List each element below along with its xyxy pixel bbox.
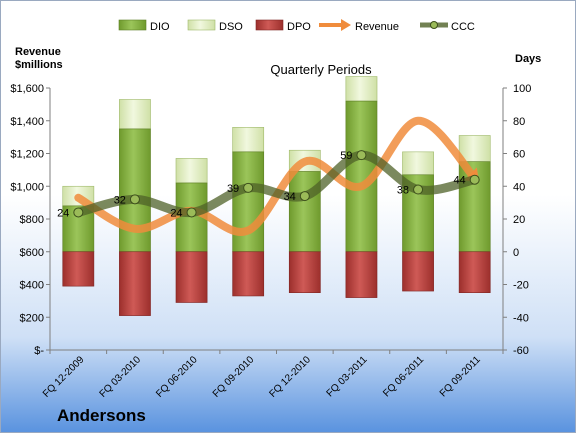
ccc-point	[413, 184, 424, 195]
ccc-data-label: 44	[453, 175, 465, 187]
x-tick-label: FQ 06-2011	[381, 354, 426, 399]
x-tick-label: FQ 03-2010	[98, 354, 144, 400]
x-tick-label: FQ 09-2010	[211, 354, 257, 400]
chart-title: Quarterly Periods	[270, 62, 372, 77]
bar-dso	[232, 127, 265, 153]
left-axis-label-line1: Revenue	[15, 46, 61, 58]
ccc-data-label: 24	[57, 207, 69, 219]
ccc-data-label: 34	[284, 191, 296, 203]
legend-label-ccc: CCC	[451, 21, 475, 33]
ccc-data-label: 24	[170, 207, 182, 219]
bar-dpo	[402, 251, 434, 292]
right-axis-label: Days	[515, 53, 541, 65]
ccc-point	[73, 207, 84, 218]
legend: DIO DSO DPO Revenue CCC	[118, 19, 475, 33]
legend-swatch-dpo	[255, 19, 284, 31]
bar-dpo	[232, 251, 265, 297]
ccc-line	[73, 150, 480, 217]
ccc-point	[299, 191, 310, 202]
x-tick-label: FQ 12-2009	[41, 354, 87, 400]
left-tick-label: $200	[20, 312, 44, 324]
right-tick-label: 60	[513, 149, 525, 161]
bar-dpo	[175, 251, 208, 303]
bar-dpo	[62, 251, 95, 287]
left-tick-label: $1,400	[10, 116, 44, 128]
ccc-point	[356, 150, 367, 161]
ccc-data-label: 32	[114, 194, 126, 206]
legend-swatch-dio	[118, 19, 147, 31]
legend-label-revenue: Revenue	[355, 21, 399, 33]
legend-label-dso: DSO	[219, 21, 243, 33]
bar-dio	[288, 171, 321, 253]
left-tick-label: $-	[34, 345, 44, 357]
left-tick-label: $1,200	[10, 149, 44, 161]
left-axis-label-line2: $millions	[15, 59, 63, 71]
x-tick-label: FQ 03-2011	[325, 354, 370, 399]
right-tick-label: -60	[513, 345, 529, 357]
left-tick-label: $800	[20, 214, 44, 226]
x-tick-label: FQ 06-2010	[154, 354, 200, 400]
ccc-point	[243, 182, 254, 193]
bar-dso	[458, 135, 491, 162]
bar-dpo	[345, 251, 378, 298]
ccc-point	[129, 194, 140, 205]
legend-label-dpo: DPO	[287, 21, 311, 33]
x-tick-label: FQ 09-2011	[438, 354, 483, 399]
right-tick-label: 80	[513, 116, 525, 128]
ccc-data-label: 38	[397, 185, 409, 197]
right-tick-label: 100	[513, 83, 531, 95]
left-tick-label: $600	[20, 247, 44, 259]
left-tick-label: $1,000	[10, 181, 44, 193]
left-tick-label: $400	[20, 280, 44, 292]
bar-dso	[119, 99, 151, 130]
x-tick-label: FQ 12-2010	[267, 354, 313, 400]
bar-dso	[175, 158, 208, 184]
legend-swatch-ccc-marker	[430, 21, 438, 29]
legend-swatch-revenue-arrow	[341, 19, 351, 31]
right-tick-label: -20	[513, 280, 529, 292]
legend-label-dio: DIO	[150, 21, 170, 33]
legend-swatch-dso	[187, 19, 216, 31]
bar-dpo	[119, 251, 151, 316]
right-tick-label: 20	[513, 214, 525, 226]
revenue-line	[74, 116, 479, 236]
bar-dso	[345, 76, 378, 102]
bar-dio	[232, 151, 265, 253]
company-name: Andersons	[57, 406, 146, 425]
ccc-point	[186, 207, 197, 218]
left-tick-label: $1,600	[10, 83, 44, 95]
bar-dso	[402, 151, 434, 176]
right-tick-label: 0	[513, 247, 519, 259]
ccc-data-label: 59	[340, 150, 352, 162]
ccc-point	[469, 174, 480, 185]
bar-dpo	[288, 251, 321, 293]
bar-dpo	[458, 251, 491, 293]
ccc-data-label: 39	[227, 183, 239, 195]
right-tick-label: 40	[513, 181, 525, 193]
bar-dio	[119, 128, 151, 253]
right-tick-label: -40	[513, 312, 529, 324]
